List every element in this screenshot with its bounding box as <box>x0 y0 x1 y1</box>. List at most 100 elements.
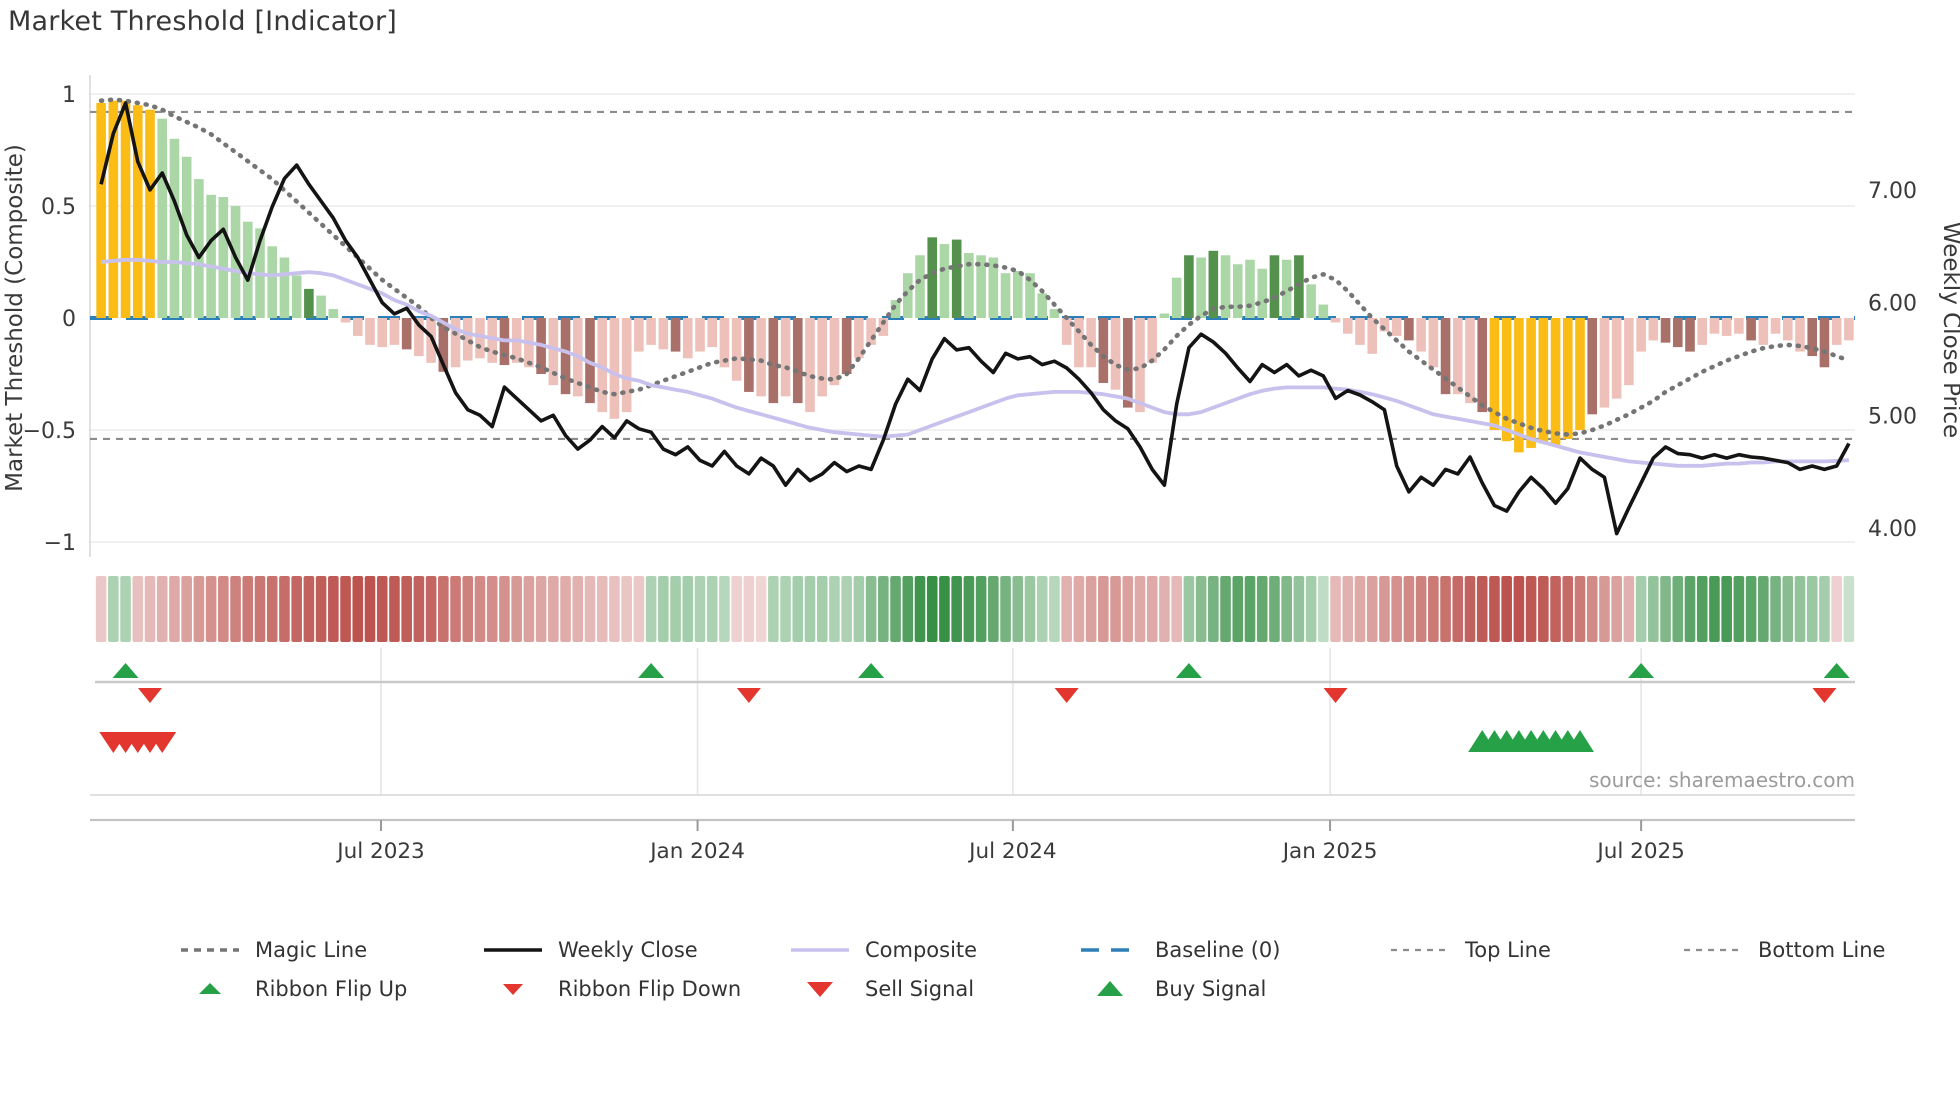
threshold-bars <box>96 100 1854 453</box>
threshold-bar <box>1184 255 1194 318</box>
ribbon-cell <box>731 576 742 642</box>
threshold-bar <box>1599 318 1610 408</box>
threshold-bar <box>279 257 290 318</box>
line-series <box>98 97 1852 536</box>
threshold-bar <box>1000 273 1011 318</box>
ribbon-cell <box>1635 576 1647 642</box>
threshold-bar <box>1660 318 1671 343</box>
ribbon-cell <box>1085 576 1097 642</box>
buy-signal-marker <box>1566 730 1594 752</box>
ribbon-cell <box>1171 576 1182 642</box>
threshold-bar <box>866 318 876 345</box>
threshold-bar <box>1318 304 1329 318</box>
threshold-bar <box>414 318 424 357</box>
composite-series <box>100 257 1850 468</box>
ribbon-cell <box>1305 576 1317 642</box>
threshold-bar <box>1208 250 1219 318</box>
ribbon-cell <box>1501 576 1512 642</box>
ribbon-cell <box>1623 576 1635 642</box>
ribbon-cell <box>1232 576 1244 642</box>
threshold-bar <box>756 318 766 397</box>
threshold-bar <box>841 318 852 374</box>
ribbon-cell <box>1513 576 1525 642</box>
ribbon-cell <box>1599 576 1610 642</box>
threshold-bar <box>670 318 681 352</box>
threshold-bar <box>1782 318 1793 341</box>
threshold-bar <box>634 318 644 352</box>
threshold-bar <box>988 257 999 318</box>
ribbon-cell <box>1330 576 1341 642</box>
threshold-bar <box>291 275 302 318</box>
ribbon-cell <box>1562 576 1574 642</box>
threshold-bar <box>902 273 913 318</box>
ribbon-cell <box>120 576 131 642</box>
threshold-bar <box>780 318 791 397</box>
threshold-bar <box>1257 268 1268 318</box>
ribbon-flip-down-marker <box>736 688 761 703</box>
threshold-bar <box>96 102 106 319</box>
ribbon-cell <box>1000 576 1011 642</box>
threshold-bar <box>585 318 595 404</box>
threshold-bar <box>450 318 461 368</box>
threshold-bar <box>1770 318 1781 334</box>
legend-item-ribbon-flip-down: Ribbon Flip Down <box>482 971 741 1007</box>
threshold-bar <box>744 318 754 392</box>
ribbon-cell <box>1574 576 1586 642</box>
threshold-bar <box>1477 318 1488 413</box>
threshold-bar <box>242 221 253 318</box>
dashed-line-swatch <box>1389 937 1451 963</box>
ribbon-cell <box>193 576 205 642</box>
ribbon-cell <box>450 576 461 642</box>
ribbon-cell <box>1366 576 1378 642</box>
ribbon-cell <box>633 576 645 642</box>
legend-row-2: Ribbon Flip Up Ribbon Flip Down Sell Signa… <box>0 971 1960 1007</box>
legend-item-bottom-line: Bottom Line <box>1682 932 1885 968</box>
threshold-bar <box>1416 318 1426 352</box>
legend-label: Sell Signal <box>865 977 975 1001</box>
legend-item-sell-signal: Sell Signal <box>789 971 974 1007</box>
ribbon-flip-up-marker <box>638 663 665 678</box>
ribbon-cell <box>829 576 840 642</box>
legend-item-top-line: Top Line <box>1389 932 1551 968</box>
threshold-bar <box>462 318 473 361</box>
ribbon-flip-up-marker <box>112 663 139 678</box>
ribbon-cell <box>438 576 449 642</box>
ribbon-cell <box>1049 576 1060 642</box>
ribbon-cell <box>1464 576 1476 642</box>
ribbon-cell <box>254 576 266 642</box>
ribbon-cell <box>1269 576 1280 642</box>
legend-label: Magic Line <box>255 938 368 962</box>
threshold-bar <box>108 100 119 318</box>
threshold-bar <box>817 318 828 397</box>
threshold-bar <box>377 318 388 348</box>
threshold-bar <box>340 318 351 323</box>
ribbon-cell <box>1379 576 1390 642</box>
threshold-bar <box>1330 318 1341 323</box>
solid-line-swatch <box>789 937 851 963</box>
triangle-down-icon <box>482 976 544 1002</box>
y-right-tick-label: 6.00 <box>1868 292 1917 317</box>
threshold-bar <box>145 109 155 319</box>
threshold-bar <box>194 179 204 318</box>
ribbon-cell <box>315 576 327 642</box>
ribbon-flip-down-marker <box>1323 688 1348 703</box>
ribbon-cell <box>596 576 608 642</box>
momentum-ribbon <box>95 576 1855 642</box>
threshold-bar <box>1452 318 1463 395</box>
ribbon-cell <box>572 576 584 642</box>
y-right-axis-title: Weekly Close Price <box>1938 222 1960 438</box>
threshold-bar <box>316 295 326 318</box>
y-left-tick-label: −0.5 <box>23 419 76 444</box>
threshold-bar <box>1746 318 1756 341</box>
ribbon-cell <box>364 576 376 642</box>
ribbon-cell <box>560 576 571 642</box>
ribbon-cell <box>1672 576 1684 642</box>
ribbon-cell <box>413 576 425 642</box>
ribbon-cell <box>865 576 877 642</box>
ribbon-cell <box>1195 576 1207 642</box>
legend-label: Weekly Close <box>558 938 698 962</box>
threshold-bar <box>1587 318 1598 415</box>
ribbon-cell <box>609 576 620 642</box>
threshold-bar <box>1220 255 1231 318</box>
